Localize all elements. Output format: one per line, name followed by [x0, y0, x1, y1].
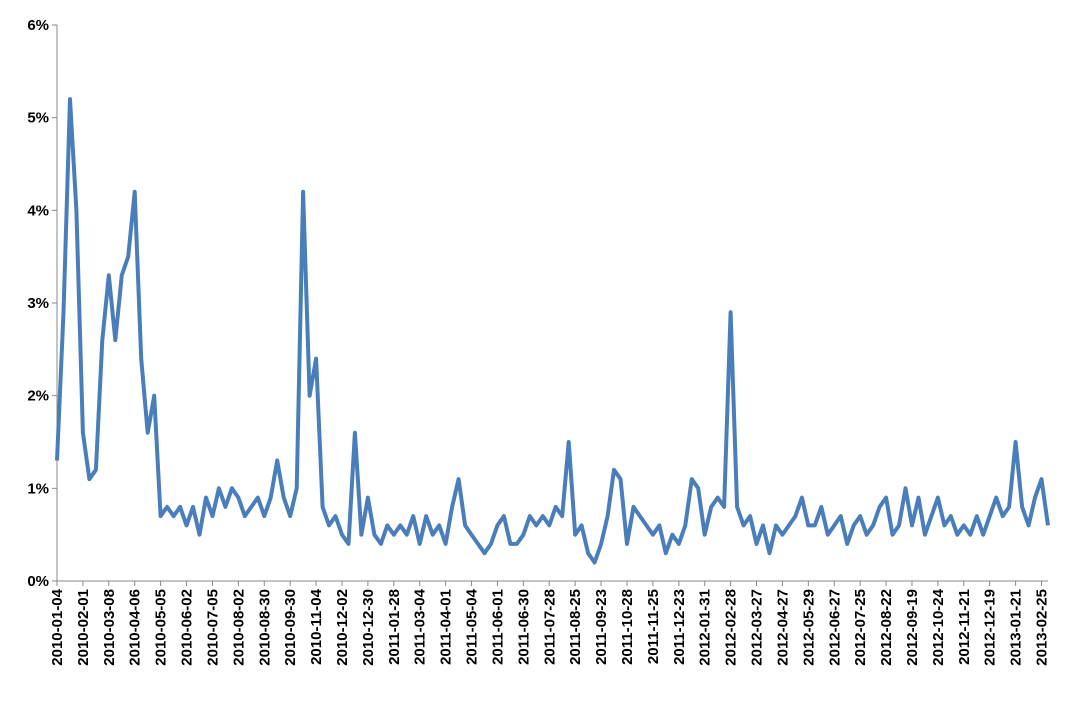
x-tick-label: 2012-12-19: [982, 589, 999, 666]
x-tick-label: 2012-05-29: [800, 589, 817, 666]
x-tick-label: 2012-03-27: [749, 589, 766, 666]
data-line: [55, 97, 1050, 565]
x-tick-label: 2012-06-27: [826, 589, 843, 666]
y-tick-label: 4%: [27, 202, 49, 219]
x-tick-label: 2011-11-25: [645, 589, 662, 664]
x-tick-label: 2012-08-22: [878, 589, 895, 666]
x-tick-label: 2012-11-21: [956, 589, 973, 665]
x-tick-label: 2010-05-05: [153, 589, 170, 666]
x-tick-label: 2011-12-23: [671, 589, 688, 665]
x-tick-label: 2010-09-30: [282, 589, 299, 666]
x-tick-label: 2011-01-28: [386, 589, 403, 665]
x-tick-label: 2011-05-04: [464, 588, 481, 665]
x-tick-label: 2011-10-28: [619, 589, 636, 665]
x-tick-label: 2011-08-25: [567, 589, 584, 665]
x-tick-label: 2010-11-04: [308, 588, 325, 665]
x-tick-label: 2010-12-30: [360, 589, 377, 666]
x-tick-label: 2012-10-24: [930, 588, 947, 665]
x-tick-label: 2011-06-30: [515, 589, 532, 665]
x-tick-label: 2012-09-19: [904, 589, 921, 666]
x-tick-label: 2010-01-04: [49, 588, 66, 665]
x-tick-label: 2013-01-21: [1008, 589, 1025, 666]
x-tick-label: 2012-04-27: [774, 589, 791, 666]
x-tick-label: 2010-03-08: [101, 589, 118, 666]
x-tick-label: 2010-07-05: [204, 589, 221, 666]
x-tick-label: 2010-04-06: [127, 589, 144, 666]
x-tick-label: 2012-07-25: [852, 589, 869, 666]
y-tick-label: 5%: [27, 110, 49, 127]
x-tick-label: 2011-03-04: [412, 588, 429, 665]
x-tick-label: 2010-12-02: [334, 589, 351, 666]
x-tick-label: 2011-09-23: [593, 589, 610, 665]
x-tick-label: 2012-02-28: [723, 589, 740, 666]
x-tick-label: 2010-08-30: [256, 589, 273, 666]
y-tick-label: 2%: [27, 388, 49, 405]
x-tick-label: 2013-02-25: [1034, 589, 1051, 666]
x-tick-label: 2011-07-28: [541, 589, 558, 665]
x-tick-label: 2011-04-01: [438, 589, 455, 665]
x-tick-label: 2011-06-01: [489, 589, 506, 665]
y-tick-label: 6%: [27, 17, 49, 34]
x-tick-label: 2012-01-31: [697, 589, 714, 666]
y-tick-label: 1%: [27, 480, 49, 497]
y-tick-label: 0%: [27, 573, 49, 590]
y-tick-label: 3%: [27, 295, 49, 312]
x-tick-label: 2010-02-01: [75, 589, 92, 666]
x-tick-label: 2010-06-02: [179, 589, 196, 666]
x-tick-label: 2010-08-02: [230, 589, 247, 666]
